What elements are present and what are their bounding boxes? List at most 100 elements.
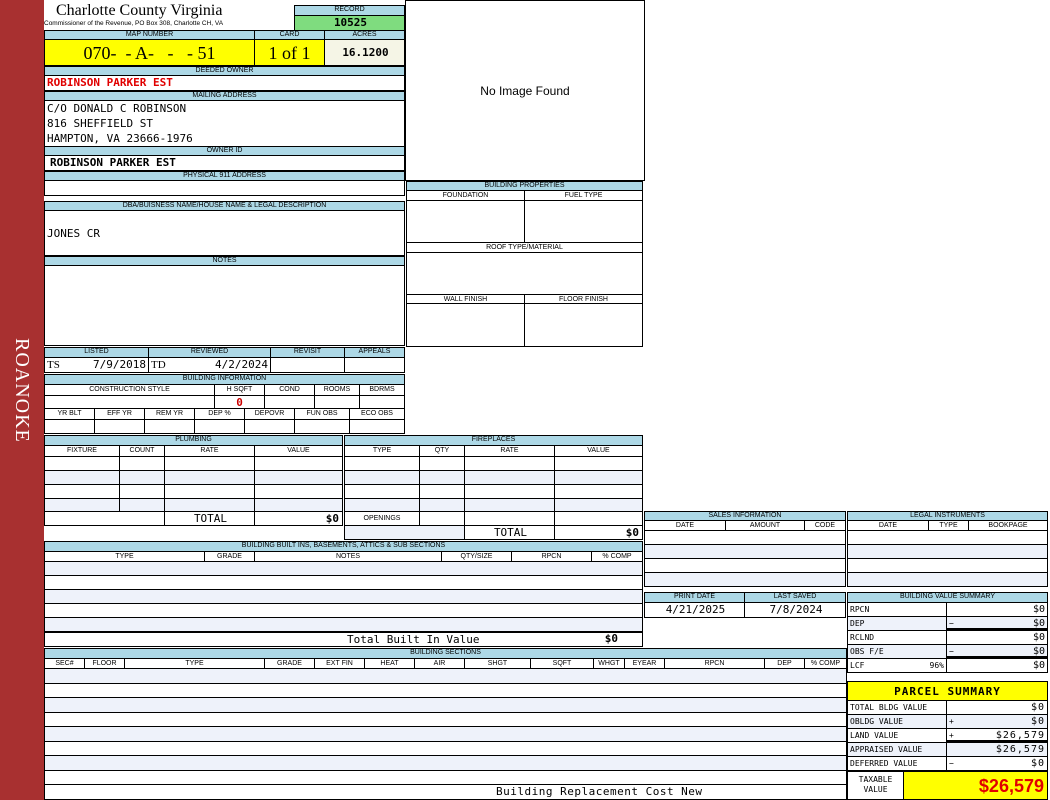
mailing-address-line: C/O DONALD C ROBINSON [47,102,187,115]
map-number-value: 070- - A- - - 51 [44,39,255,66]
building-info-cell[interactable] [44,395,215,409]
fireplace-cell[interactable] [419,484,465,499]
fireplace-cell[interactable] [554,456,643,471]
floor-finish-value[interactable] [524,303,643,347]
sales-row[interactable] [644,572,846,587]
value-summary-value: $0 [946,630,1048,645]
plumbing-cell[interactable] [44,470,120,485]
listed-value: TS 7/9/2018 [44,357,149,373]
print-date-value: 4/21/2025 [644,602,745,618]
value-amount: $26,579 [995,744,1045,755]
fireplace-cell[interactable] [554,470,643,485]
taxable-value-label: TAXABLE VALUE [847,771,904,800]
building-section-row[interactable] [44,755,847,771]
foundation-value[interactable] [406,200,525,243]
hsqft-value: 0 [214,395,265,409]
owner-id-value: ROBINSON PARKER EST [44,155,405,171]
fireplace-cell[interactable] [419,511,465,526]
built-ins-row[interactable] [44,561,643,576]
plumbing-cell[interactable] [164,484,255,499]
plumbing-cell[interactable] [119,456,165,471]
building-info-cell[interactable] [264,395,315,409]
plumbing-cell[interactable] [119,484,165,499]
dba-value: JONES CR [44,210,405,256]
parcel-summary-row-label: APPRAISED VALUE [847,742,947,757]
parcel-summary-row-label: LAND VALUE [847,728,947,743]
sales-row[interactable] [644,544,846,559]
building-section-row[interactable] [44,668,847,684]
plumbing-cell[interactable] [44,456,120,471]
fireplace-cell[interactable] [464,511,555,526]
built-ins-total-label: Total Built In Value [44,632,643,647]
building-section-row[interactable] [44,697,847,713]
last-saved-value: 7/8/2024 [744,602,846,618]
sales-row[interactable] [644,530,846,545]
building-section-row[interactable] [44,682,847,698]
fireplace-cell[interactable] [344,470,420,485]
building-info-cell[interactable] [144,419,195,434]
legal-row[interactable] [847,530,1048,545]
built-ins-row[interactable] [44,575,643,590]
wall-finish-value[interactable] [406,303,525,347]
notes-value[interactable] [44,265,405,346]
plumbing-total-blank [44,511,165,526]
fireplace-total-value: $0 [554,525,643,540]
fuel-type-value[interactable] [524,200,643,243]
building-section-row[interactable] [44,711,847,727]
plumbing-cell[interactable] [254,470,343,485]
building-section-row[interactable] [44,726,847,742]
reviewed-value-date: 4/2/2024 [215,358,268,371]
building-info-cell[interactable] [244,419,295,434]
plumbing-cell[interactable] [119,470,165,485]
built-ins-total-value: $0 [604,632,618,645]
building-info-cell[interactable] [194,419,245,434]
value-sign: + [949,717,954,726]
value-amount: $0 [1030,758,1045,769]
legal-row[interactable] [847,544,1048,559]
fireplace-cell[interactable] [554,484,643,499]
building-info-cell[interactable] [94,419,145,434]
roof-value[interactable] [406,252,643,295]
built-ins-row[interactable] [44,603,643,618]
legal-row[interactable] [847,572,1048,587]
value-amount: $0 [1032,618,1045,629]
plumbing-cell[interactable] [164,456,255,471]
fireplace-total-label: TOTAL [464,525,555,540]
value-summary-value: $0 [946,602,1048,617]
building-section-row[interactable] [44,769,847,785]
value-amount: $0 [1032,660,1045,671]
fireplace-cell[interactable] [554,511,643,526]
plumbing-cell[interactable] [164,470,255,485]
value-amount: $0 [1032,632,1045,643]
openings-value[interactable] [344,525,465,540]
revisit-value[interactable] [270,357,345,373]
value-amount: $26,579 [995,730,1045,741]
reviewed-value: TD 4/2/2024 [148,357,271,373]
sidebar: ROANOKE [0,0,44,800]
deeded-owner-value: ROBINSON PARKER EST [44,75,405,91]
building-info-cell[interactable] [294,419,350,434]
appeals-value[interactable] [344,357,405,373]
built-ins-row[interactable] [44,589,643,604]
fireplace-cell[interactable] [419,470,465,485]
fireplace-cell[interactable] [464,484,555,499]
plumbing-cell[interactable] [44,484,120,499]
building-info-cell[interactable] [359,395,405,409]
building-info-cell[interactable] [314,395,360,409]
fireplace-cell[interactable] [344,484,420,499]
plumbing-cell[interactable] [254,484,343,499]
value-summary-value: − $0 [946,616,1048,631]
building-info-cell[interactable] [349,419,405,434]
built-ins-row[interactable] [44,617,643,632]
fireplace-cell[interactable] [419,456,465,471]
sales-row[interactable] [644,558,846,573]
plumbing-cell[interactable] [254,456,343,471]
listed-value-date: 7/9/2018 [93,358,146,371]
building-info-cell[interactable] [44,419,95,434]
mailing-address: C/O DONALD C ROBINSON 816 SHEFFIELD ST HAM… [44,100,405,147]
fireplace-cell[interactable] [464,470,555,485]
fireplace-cell[interactable] [464,456,555,471]
building-section-row[interactable] [44,740,847,756]
fireplace-cell[interactable] [344,456,420,471]
legal-row[interactable] [847,558,1048,573]
